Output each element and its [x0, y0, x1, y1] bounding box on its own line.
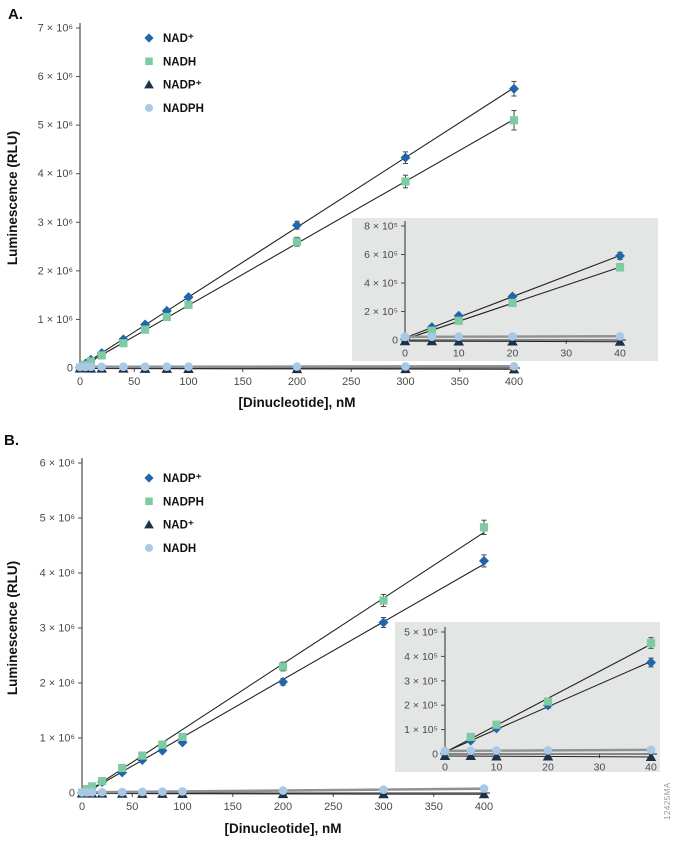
svg-text:0: 0: [79, 801, 85, 813]
svg-text:30: 30: [594, 762, 606, 774]
svg-text:[Dinucleotide], nM: [Dinucleotide], nM: [225, 821, 342, 836]
svg-text:30: 30: [560, 348, 572, 360]
svg-text:40: 40: [645, 762, 657, 774]
svg-text:NADPH: NADPH: [163, 496, 204, 508]
svg-text:300: 300: [396, 376, 414, 388]
svg-text:2 × 10⁶: 2 × 10⁶: [38, 265, 73, 277]
svg-text:5 × 10⁶: 5 × 10⁶: [40, 513, 75, 525]
panel-b-label: B.: [4, 432, 19, 449]
svg-text:400: 400: [475, 801, 493, 813]
svg-text:NAD⁺: NAD⁺: [163, 520, 194, 532]
svg-text:0: 0: [402, 348, 408, 360]
svg-text:3 × 10⁶: 3 × 10⁶: [40, 623, 75, 635]
svg-text:2 × 10⁶: 2 × 10⁶: [40, 678, 75, 690]
svg-text:2 × 10⁵: 2 × 10⁵: [404, 700, 438, 712]
svg-text:3 × 10⁶: 3 × 10⁶: [38, 217, 73, 229]
svg-text:350: 350: [425, 801, 443, 813]
svg-text:1 × 10⁵: 1 × 10⁵: [404, 724, 438, 736]
svg-text:NADP⁺: NADP⁺: [163, 473, 202, 485]
svg-text:[Dinucleotide], nM: [Dinucleotide], nM: [239, 395, 356, 410]
svg-text:1 × 10⁶: 1 × 10⁶: [40, 733, 75, 745]
svg-text:100: 100: [179, 376, 197, 388]
svg-text:50: 50: [128, 376, 140, 388]
svg-text:40: 40: [614, 348, 626, 360]
svg-text:5 × 10⁵: 5 × 10⁵: [404, 627, 438, 639]
svg-text:10: 10: [491, 762, 503, 774]
svg-text:NADP⁺: NADP⁺: [163, 80, 202, 92]
svg-text:NADPH: NADPH: [163, 103, 204, 115]
svg-text:250: 250: [342, 376, 360, 388]
svg-text:5 × 10⁶: 5 × 10⁶: [38, 120, 73, 132]
svg-text:4 × 10⁶: 4 × 10⁶: [40, 568, 75, 580]
svg-text:3 × 10⁵: 3 × 10⁵: [404, 675, 438, 687]
svg-text:0: 0: [77, 376, 83, 388]
svg-text:400: 400: [505, 376, 523, 388]
svg-text:2 × 10⁵: 2 × 10⁵: [364, 306, 398, 318]
svg-text:NADH: NADH: [163, 56, 196, 68]
svg-text:150: 150: [234, 376, 252, 388]
svg-text:7 × 10⁶: 7 × 10⁶: [38, 23, 73, 35]
svg-text:0: 0: [67, 363, 73, 375]
svg-text:20: 20: [542, 762, 554, 774]
svg-text:4 × 10⁵: 4 × 10⁵: [404, 651, 438, 663]
svg-text:4 × 10⁶: 4 × 10⁶: [38, 168, 73, 180]
svg-text:300: 300: [374, 801, 392, 813]
svg-text:200: 200: [288, 376, 306, 388]
panel-a-label: A.: [8, 6, 23, 23]
svg-text:100: 100: [173, 801, 191, 813]
svg-text:0: 0: [69, 788, 75, 800]
svg-text:0: 0: [442, 762, 448, 774]
svg-text:Luminescence (RLU): Luminescence (RLU): [5, 131, 20, 265]
svg-text:20: 20: [507, 348, 519, 360]
svg-text:150: 150: [224, 801, 242, 813]
svg-text:4 × 10⁵: 4 × 10⁵: [364, 278, 398, 290]
svg-text:6 × 10⁶: 6 × 10⁶: [38, 71, 73, 83]
svg-text:1 × 10⁶: 1 × 10⁶: [38, 314, 73, 326]
svg-text:50: 50: [126, 801, 138, 813]
svg-text:0: 0: [392, 335, 398, 347]
svg-text:250: 250: [324, 801, 342, 813]
watermark: 12425MA: [663, 782, 672, 820]
svg-text:0: 0: [432, 749, 438, 761]
svg-text:NAD⁺: NAD⁺: [163, 33, 194, 45]
svg-text:8 × 10⁵: 8 × 10⁵: [364, 221, 398, 233]
svg-text:350: 350: [451, 376, 469, 388]
svg-text:Luminescence (RLU): Luminescence (RLU): [5, 561, 20, 695]
svg-text:6 × 10⁶: 6 × 10⁶: [40, 458, 75, 470]
svg-text:10: 10: [453, 348, 465, 360]
svg-text:NADH: NADH: [163, 543, 196, 555]
svg-text:6 × 10⁵: 6 × 10⁵: [364, 249, 398, 261]
svg-text:200: 200: [274, 801, 292, 813]
